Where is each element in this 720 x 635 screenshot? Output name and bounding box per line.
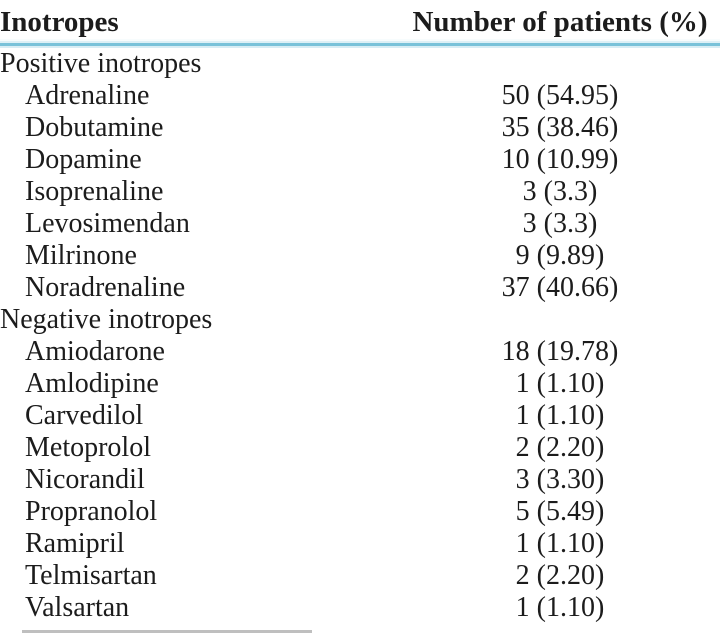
drug-name: Nicorandil	[25, 464, 145, 495]
drug-value: 1 (1.10)	[515, 528, 605, 559]
drug-value: 50 (54.95)	[501, 80, 619, 111]
table-row: Isoprenaline 3 (3.3)	[0, 176, 720, 208]
section-header-row: Negative inotropes	[0, 304, 720, 336]
table-row: Carvedilol 1 (1.10)	[0, 400, 720, 432]
drug-value: 18 (19.78)	[501, 336, 619, 367]
drug-value: 1 (1.10)	[515, 592, 605, 623]
section-header-row: Positive inotropes	[0, 48, 720, 80]
drug-name: Milrinone	[25, 240, 137, 271]
table-row: Nicorandil 3 (3.30)	[0, 464, 720, 496]
drug-value: 3 (3.3)	[522, 176, 598, 207]
col-header-number-of-patients: Number of patients (%)	[412, 6, 708, 38]
drug-name: Adrenaline	[25, 80, 150, 111]
table-row: Ramipril 1 (1.10)	[0, 528, 720, 560]
drug-value: 1 (1.10)	[515, 368, 605, 399]
drug-name: Amlodipine	[25, 368, 159, 399]
drug-value: 35 (38.46)	[501, 112, 619, 143]
drug-name: Valsartan	[25, 592, 130, 623]
table-row: Dobutamine 35 (38.46)	[0, 112, 720, 144]
table-row: Propranolol 5 (5.49)	[0, 496, 720, 528]
table-row: Milrinone 9 (9.89)	[0, 240, 720, 272]
drug-name: Dobutamine	[25, 112, 164, 143]
table-header-row: Inotropes Number of patients (%)	[0, 0, 720, 39]
drug-value: 37 (40.66)	[501, 272, 619, 303]
table-body: Positive inotropes Adrenaline 50 (54.95)…	[0, 48, 720, 624]
table-row: Levosimendan 3 (3.3)	[0, 208, 720, 240]
bottom-rule-line	[22, 630, 312, 633]
drug-value: 3 (3.30)	[515, 464, 605, 495]
table-row: Amlodipine 1 (1.10)	[0, 368, 720, 400]
table-row: Dopamine 10 (10.99)	[0, 144, 720, 176]
table-row: Adrenaline 50 (54.95)	[0, 80, 720, 112]
drug-value: 2 (2.20)	[515, 432, 605, 463]
table-row: Noradrenaline 37 (40.66)	[0, 272, 720, 304]
drug-name: Isoprenaline	[25, 176, 164, 207]
drug-name: Carvedilol	[25, 400, 144, 431]
drug-name: Metoprolol	[25, 432, 151, 463]
drug-name: Noradrenaline	[25, 272, 186, 303]
col-header-inotropes: Inotropes	[0, 6, 119, 38]
drug-name: Amiodarone	[25, 336, 165, 367]
drug-name: Telmisartan	[25, 560, 157, 591]
table-row: Valsartan 1 (1.10)	[0, 592, 720, 624]
table-row: Telmisartan 2 (2.20)	[0, 560, 720, 592]
table-row: Amiodarone 18 (19.78)	[0, 336, 720, 368]
drug-value: 3 (3.3)	[522, 208, 598, 239]
header-separator-line	[0, 39, 720, 48]
table-row: Metoprolol 2 (2.20)	[0, 432, 720, 464]
drug-value: 9 (9.89)	[515, 240, 605, 271]
drug-value: 1 (1.10)	[515, 400, 605, 431]
drug-name: Propranolol	[25, 496, 158, 527]
drug-name: Dopamine	[25, 144, 142, 175]
drug-name: Ramipril	[25, 528, 125, 559]
drug-value: 2 (2.20)	[515, 560, 605, 591]
drug-value: 10 (10.99)	[501, 144, 619, 175]
drug-name: Levosimendan	[25, 208, 190, 239]
section-label: Positive inotropes	[0, 48, 202, 79]
drug-value: 5 (5.49)	[515, 496, 605, 527]
section-label: Negative inotropes	[0, 304, 213, 335]
